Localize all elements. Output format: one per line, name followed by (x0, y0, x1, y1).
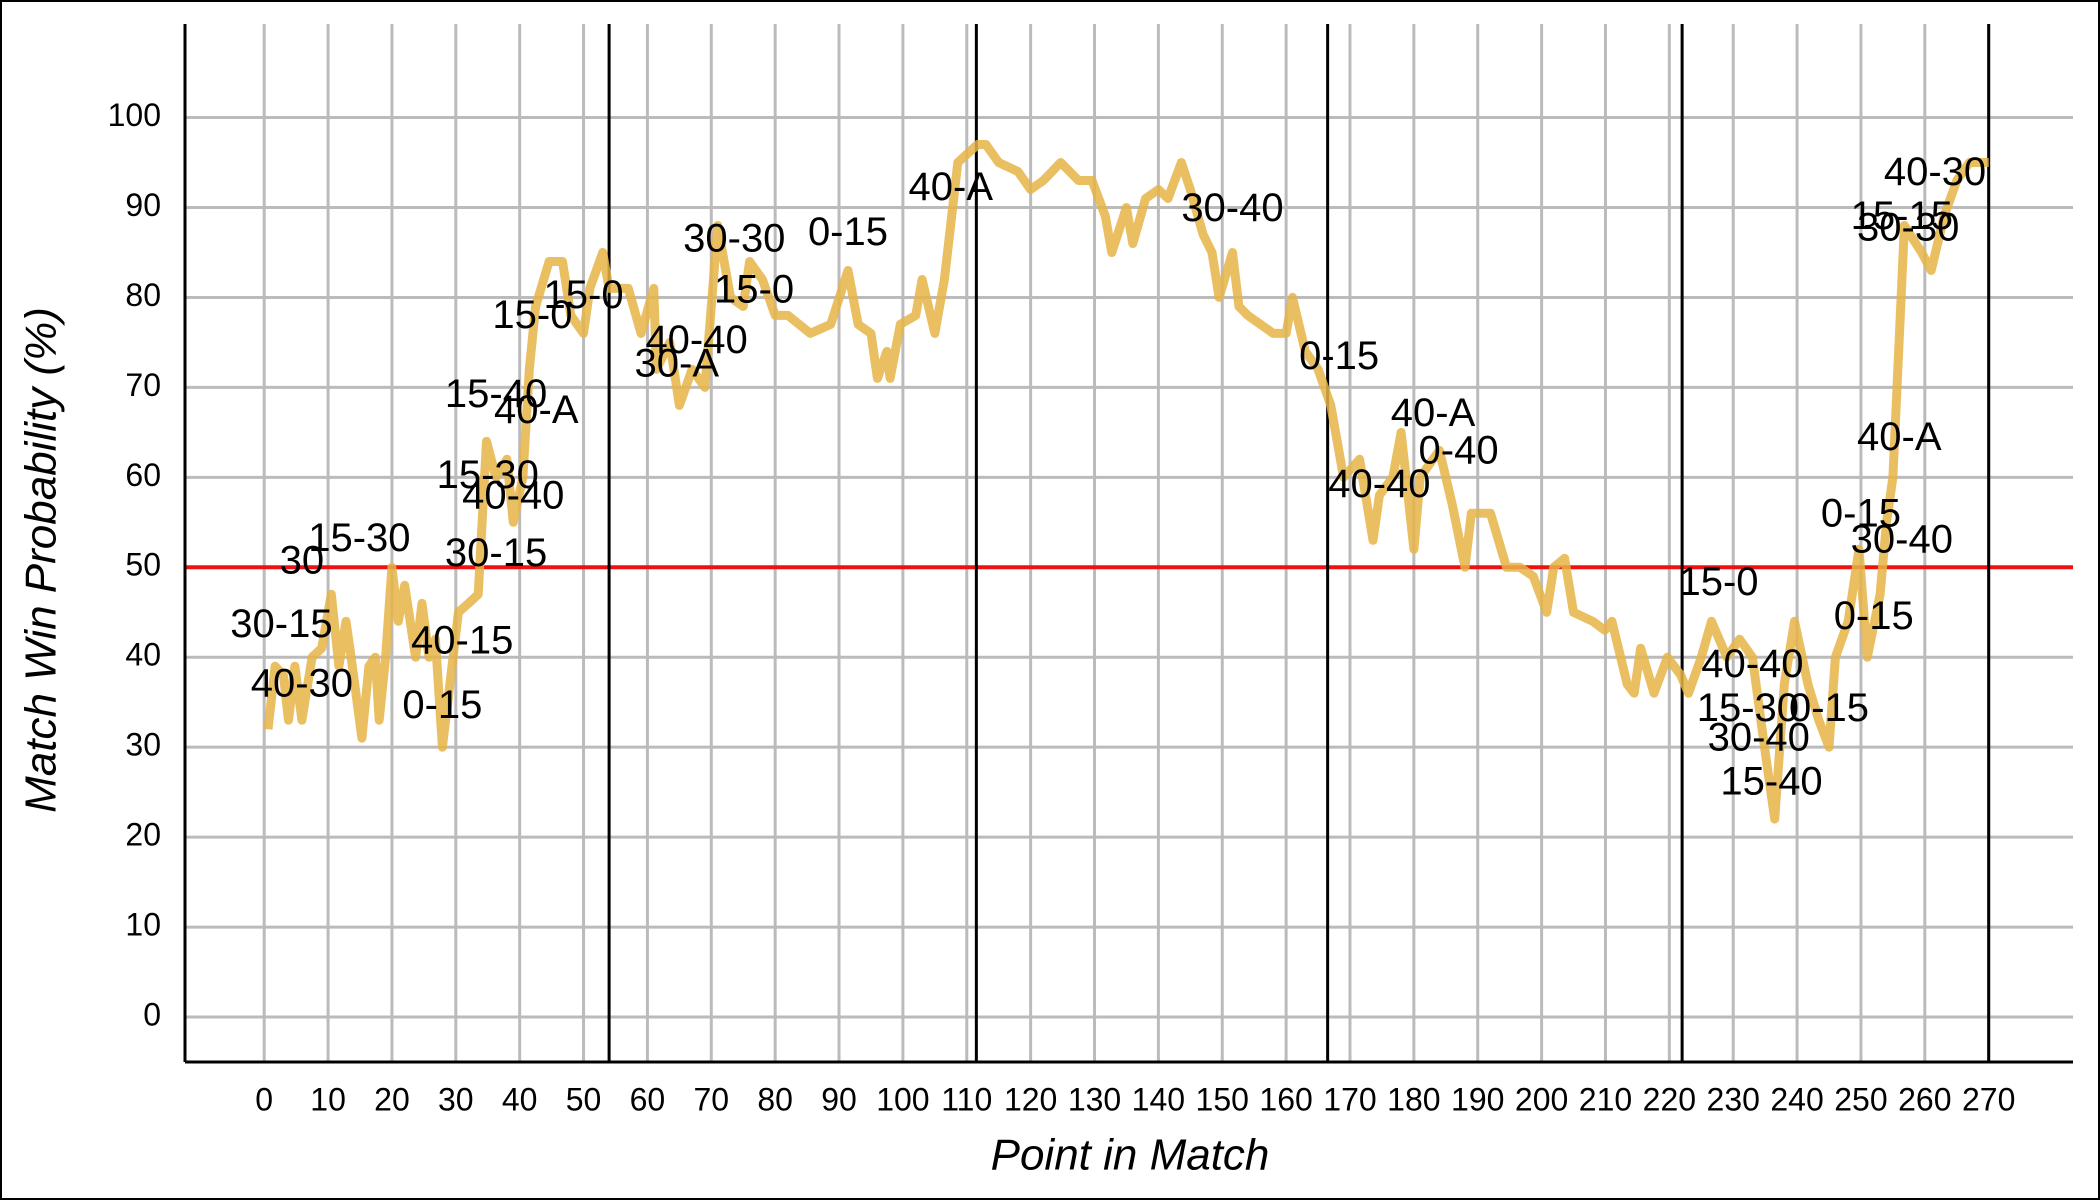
annotation: 15-0 (544, 273, 624, 317)
x-tick-label: 190 (1451, 1081, 1504, 1117)
x-tick-label: 20 (374, 1081, 410, 1117)
annotation: 40-A (909, 165, 994, 209)
annotation: 0-15 (402, 683, 482, 727)
annotation: 40-30 (251, 662, 353, 706)
annotation: 0-15 (808, 210, 888, 254)
annotation: 15-0 (714, 268, 794, 312)
annotation: 30-30 (683, 216, 785, 260)
annotation: 0-15 (1299, 334, 1379, 378)
x-tick-label: 70 (693, 1081, 729, 1117)
annotation: 15-30 (308, 516, 410, 560)
x-tick-label: 0 (255, 1081, 273, 1117)
y-tick-label: 90 (125, 187, 161, 223)
y-tick-label: 30 (125, 727, 161, 763)
x-tick-label: 210 (1579, 1081, 1632, 1117)
annotation: 40-A (1857, 415, 1942, 459)
y-tick-label: 0 (143, 996, 161, 1032)
annotation: 40-A (1391, 391, 1476, 435)
annotation: 15-0 (1678, 560, 1758, 604)
y-tick-label: 70 (125, 367, 161, 403)
y-axis-title: Match Win Probability (%) (17, 307, 66, 813)
x-tick-label: 180 (1387, 1081, 1440, 1117)
x-tick-label: 40 (502, 1081, 538, 1117)
y-tick-label: 60 (125, 457, 161, 493)
annotation: 0-15 (1834, 594, 1914, 638)
x-tick-label: 230 (1707, 1081, 1760, 1117)
x-tick-label: 130 (1068, 1081, 1121, 1117)
x-axis-title: Point in Match (991, 1131, 1270, 1180)
annotation: 40-40 (1328, 462, 1430, 506)
x-tick-label: 100 (876, 1081, 929, 1117)
annotation: 0-40 (1419, 429, 1499, 473)
annotation: 15-40 (445, 372, 547, 416)
annotation: 30-30 (1857, 206, 1959, 250)
annotation: 15-0 (492, 293, 572, 337)
x-tick-label: 220 (1643, 1081, 1696, 1117)
x-tick-label: 260 (1898, 1081, 1951, 1117)
x-tick-label: 170 (1323, 1081, 1376, 1117)
annotation: 15-30 (437, 453, 539, 497)
x-tick-label: 10 (310, 1081, 346, 1117)
annotation: 15-30 (1697, 686, 1799, 730)
x-tick-label: 120 (1004, 1081, 1057, 1117)
annotation: 30-A (635, 341, 720, 385)
x-tick-label: 270 (1962, 1081, 2015, 1117)
annotation: 40-A (494, 388, 579, 432)
x-tick-label: 160 (1259, 1081, 1312, 1117)
x-tick-label: 60 (630, 1081, 666, 1117)
annotation: 40-15 (411, 618, 513, 662)
x-tick-label: 30 (438, 1081, 474, 1117)
annotation: 0-15 (1789, 686, 1869, 730)
annotation: 30-40 (1851, 518, 1953, 562)
annotation: 30-15 (230, 602, 332, 646)
x-tick-label: 50 (566, 1081, 602, 1117)
y-tick-label: 20 (125, 817, 161, 853)
annotation: 40-40 (645, 318, 747, 362)
y-tick-label: 80 (125, 277, 161, 313)
y-tick-label: 100 (108, 97, 161, 133)
annotation: 30-40 (1181, 186, 1283, 230)
x-tick-label: 150 (1196, 1081, 1249, 1117)
annotation: 40-30 (1884, 150, 1986, 194)
annotation: 40-40 (462, 474, 564, 518)
annotation: 15-40 (1720, 760, 1822, 804)
x-tick-label: 110 (941, 1081, 992, 1117)
x-tick-label: 200 (1515, 1081, 1568, 1117)
x-tick-label: 90 (821, 1081, 857, 1117)
annotation: 40-40 (1701, 642, 1803, 686)
annotation: 30-40 (1708, 716, 1810, 760)
x-tick-label: 240 (1770, 1081, 1823, 1117)
x-tick-label: 250 (1834, 1081, 1887, 1117)
series-line (263, 140, 1989, 824)
annotation: 30 (280, 538, 325, 582)
x-tick-label: 80 (757, 1081, 793, 1117)
x-tick-label: 140 (1132, 1081, 1185, 1117)
annotation: 15-15 (1851, 194, 1953, 238)
y-tick-label: 10 (125, 907, 161, 943)
y-tick-label: 50 (125, 547, 161, 583)
annotation: 0-15 (1821, 492, 1901, 536)
y-tick-label: 40 (125, 637, 161, 673)
annotation: 30-15 (445, 531, 547, 575)
